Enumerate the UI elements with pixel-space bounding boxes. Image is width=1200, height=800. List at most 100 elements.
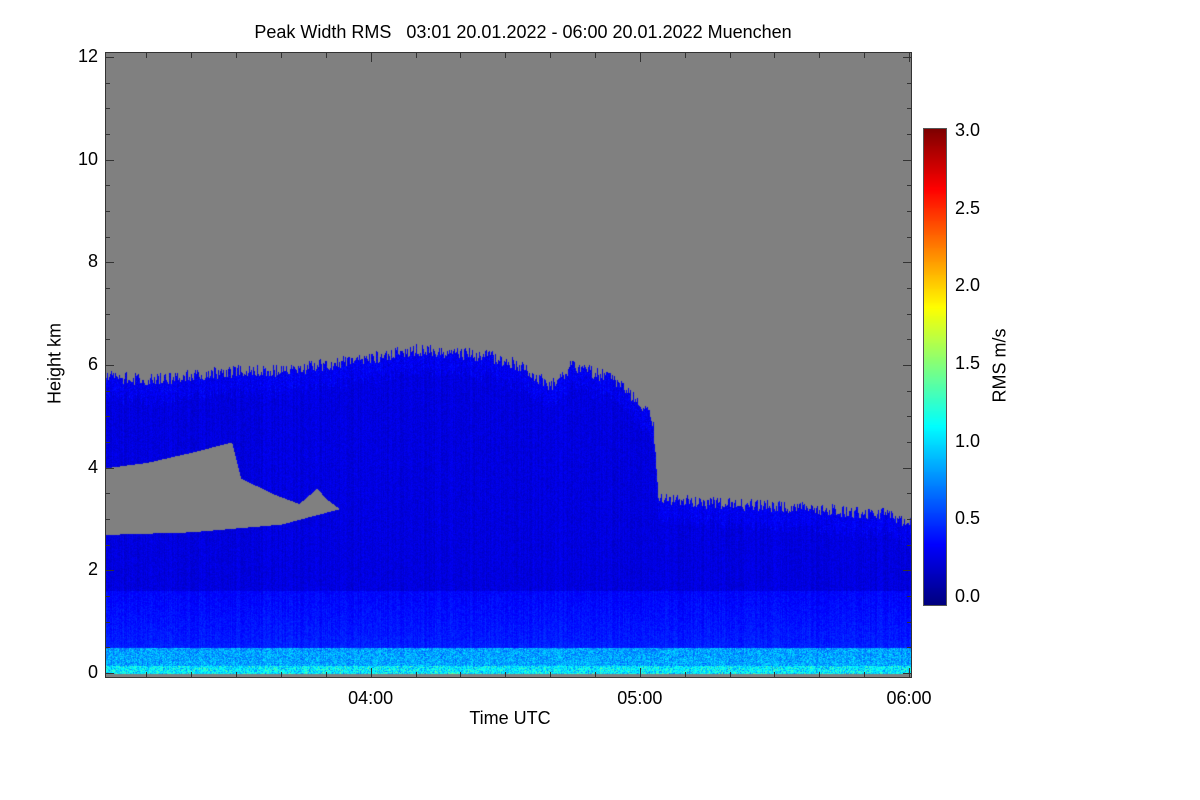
x-minor-tick (415, 672, 417, 678)
x-tick-label: 04:00 (348, 688, 394, 708)
y-minor-tick (105, 288, 110, 289)
chart-title: Peak Width RMS 03:01 20.01.2022 - 06:00 … (254, 22, 792, 42)
y-minor-tick-right (907, 596, 912, 597)
x-tick-top (370, 52, 372, 62)
y-minor-tick-right (907, 82, 912, 84)
y-minor-tick (105, 621, 110, 623)
x-minor-tick-top (191, 52, 193, 58)
y-minor-tick-right (907, 416, 912, 418)
x-minor-tick (146, 672, 148, 678)
y-minor-tick (105, 108, 110, 110)
x-minor-tick-top (146, 52, 148, 58)
x-tick (370, 668, 372, 678)
x-tick-label: 06:00 (886, 688, 932, 708)
y-minor-tick-right (907, 185, 912, 187)
y-minor-tick (105, 134, 110, 135)
y-tick (105, 57, 114, 58)
y-minor-tick-right (907, 493, 912, 495)
y-minor-tick (105, 493, 110, 495)
x-minor-tick-top (505, 52, 507, 58)
x-minor-tick (684, 672, 686, 678)
y-minor-tick (105, 236, 110, 238)
y-tick-label: 2 (87, 559, 98, 580)
y-minor-tick-right (907, 108, 912, 110)
y-tick (105, 570, 114, 572)
y-minor-tick (105, 390, 110, 392)
x-minor-tick (550, 672, 552, 678)
y-minor-tick (105, 416, 110, 418)
x-minor-tick-top (415, 52, 417, 58)
y-tick-label: 10 (77, 148, 98, 169)
y-minor-tick (105, 211, 110, 212)
colorbar-tick-label: 1.5 (955, 353, 981, 373)
y-tick-label: 12 (77, 46, 98, 66)
y-minor-tick-right (907, 313, 912, 315)
x-tick-top (909, 52, 910, 62)
x-minor-tick-top (594, 52, 596, 58)
x-minor-tick-top (864, 52, 866, 58)
y-minor-tick-right (907, 211, 912, 212)
x-tick-label: 05:00 (617, 688, 663, 708)
x-minor-tick (594, 672, 596, 678)
x-minor-tick (325, 672, 327, 678)
colorbar-tick-label: 2.0 (955, 275, 981, 296)
colorbar-tick-label: 0.0 (955, 586, 981, 606)
y-tick-right (903, 467, 912, 469)
colorbar-tick-label: 0.5 (955, 508, 981, 529)
x-minor-tick (236, 672, 238, 678)
y-minor-tick-right (907, 519, 912, 520)
y-minor-tick (105, 82, 110, 84)
y-minor-tick (105, 442, 110, 443)
y-minor-tick (105, 647, 110, 649)
x-tick (909, 668, 910, 678)
colorbar-title: RMS m/s (989, 328, 1010, 403)
x-minor-tick (774, 672, 776, 678)
y-axis-title: Height km (44, 322, 65, 405)
colorbar-tick-label: 1.0 (955, 430, 981, 451)
y-tick-label: 4 (87, 456, 98, 477)
x-minor-tick (864, 672, 866, 678)
colorbar-tick-label: 3.0 (955, 120, 981, 140)
x-minor-tick (819, 672, 821, 678)
y-tick-right (903, 570, 912, 572)
x-minor-tick-top (550, 52, 552, 58)
y-tick-label: 0 (87, 662, 98, 682)
y-minor-tick-right (907, 390, 912, 392)
y-tick (105, 159, 114, 161)
x-minor-tick (460, 672, 462, 678)
y-minor-tick-right (907, 134, 912, 135)
colorbar (923, 128, 947, 606)
y-minor-tick-right (907, 442, 912, 443)
y-minor-tick-right (907, 647, 912, 649)
y-tick-right (903, 159, 912, 161)
y-tick-label: 8 (87, 251, 98, 272)
colorbar-tick-label: 2.5 (955, 197, 981, 218)
x-minor-tick-top (774, 52, 776, 58)
x-tick (639, 668, 641, 678)
y-minor-tick-right (907, 339, 912, 341)
y-minor-tick (105, 313, 110, 315)
x-minor-tick (729, 672, 731, 678)
x-tick-top (639, 52, 641, 62)
y-minor-tick (105, 596, 110, 597)
x-minor-tick-top (236, 52, 238, 58)
y-minor-tick-right (907, 288, 912, 289)
y-minor-tick-right (907, 544, 912, 546)
y-minor-tick (105, 519, 110, 520)
x-minor-tick-top (684, 52, 686, 58)
x-minor-tick-top (280, 52, 282, 58)
y-tick (105, 365, 114, 366)
y-minor-tick (105, 544, 110, 546)
y-tick-right (903, 57, 912, 58)
y-tick (105, 262, 114, 264)
x-minor-tick-top (460, 52, 462, 58)
x-minor-tick (505, 672, 507, 678)
x-minor-tick (191, 672, 193, 678)
x-minor-tick-top (729, 52, 731, 58)
x-axis-title: Time UTC (469, 708, 551, 728)
y-tick-label: 6 (87, 354, 98, 374)
y-tick-right (903, 365, 912, 366)
y-minor-tick-right (907, 621, 912, 623)
y-minor-tick-right (907, 236, 912, 238)
